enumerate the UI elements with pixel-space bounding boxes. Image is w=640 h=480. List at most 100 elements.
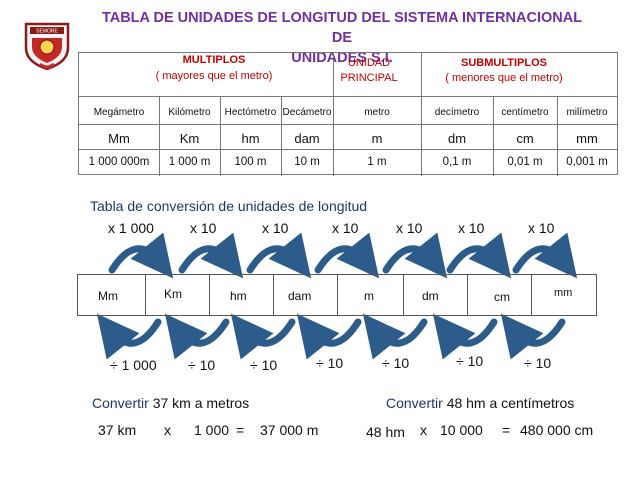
unit-symbol: mm <box>576 131 598 146</box>
multiplos-label: MULTIPLOS <box>182 54 246 66</box>
divide-arrow-icon <box>164 313 230 360</box>
unit-name: Decámetro <box>282 107 332 118</box>
divide-factor: ÷ 10 <box>456 353 484 369</box>
convert-word: Convertir <box>92 395 149 411</box>
divide-factor: ÷ 10 <box>188 357 216 373</box>
unit-symbol: hm <box>241 131 260 146</box>
example-2-prompt: Convertir 48 hm a centímetros <box>386 395 574 411</box>
unit-value: 10 m <box>294 156 320 168</box>
unit-value: 0,001 m <box>566 156 608 168</box>
principal-line-2: PRINCIPAL <box>340 72 398 84</box>
calc-result: 480 000 cm <box>520 422 594 438</box>
multiply-factor: x 10 <box>190 220 217 236</box>
divide-arrow-icon <box>296 313 362 360</box>
submultiplos-sub: ( menores que el metro) <box>445 72 563 84</box>
example-2-text: 48 hm a centímetros <box>446 395 575 411</box>
multiply-arrow-icon <box>314 232 380 279</box>
unit-strip: Mm Km hm dam m dm cm mm <box>77 274 597 316</box>
unit-symbol: m <box>371 131 383 146</box>
units-table: MULTIPLOS ( mayores que el metro) UNIDAD… <box>78 52 618 176</box>
unit-name: centímetro <box>501 107 549 118</box>
divide-factor: ÷ 1 000 <box>110 357 157 373</box>
divide-arrow-icon <box>362 313 428 360</box>
table-divider <box>421 53 422 96</box>
unit-symbol: Km <box>179 131 200 146</box>
calc-equals: = <box>502 422 511 438</box>
table-divider <box>493 96 494 176</box>
multiply-arrow-icon <box>246 232 312 279</box>
table-divider <box>79 124 617 125</box>
strip-unit: m <box>364 289 374 303</box>
strip-cell: dm <box>404 275 468 315</box>
unit-name: metro <box>364 107 390 118</box>
strip-cell: hm <box>210 275 274 315</box>
divide-arrow-icon <box>96 313 162 360</box>
table-divider <box>79 149 617 150</box>
title-line-2: UNIDADES S.I. <box>291 50 393 66</box>
strip-unit: dam <box>288 289 312 303</box>
convert-word: Convertir <box>386 395 443 411</box>
table-divider <box>281 96 282 176</box>
unit-value: 1 m <box>367 156 387 168</box>
multiply-factor: x 10 <box>396 220 423 236</box>
divide-factor: ÷ 10 <box>524 355 552 371</box>
calc-from: 37 km <box>98 422 137 438</box>
unit-symbol: dm <box>447 131 467 146</box>
conversion-title: Tabla de conversión de unidades de longi… <box>90 198 368 214</box>
divide-arrow-icon <box>230 313 296 360</box>
multiply-factor: x 10 <box>458 220 485 236</box>
example-1-prompt: Convertir 37 km a metros <box>92 395 249 411</box>
strip-unit: Km <box>164 287 182 301</box>
table-divider <box>421 96 422 176</box>
unit-value: 0,01 m <box>507 156 543 168</box>
strip-unit: cm <box>494 290 510 304</box>
multiply-arrow-icon <box>446 232 512 279</box>
calc-factor: 1 000 <box>194 422 230 438</box>
divide-factor: ÷ 10 <box>316 355 344 371</box>
unit-value: 100 m <box>234 156 267 168</box>
multiply-arrow-icon <box>382 232 448 279</box>
calc-operator: x <box>420 422 427 438</box>
table-divider <box>220 96 221 176</box>
title-line-1: TABLA DE UNIDADES DE LONGITUD DEL SISTEM… <box>101 10 583 46</box>
calc-equals: = <box>236 422 245 438</box>
logo-text: SEMORE <box>36 29 58 35</box>
strip-cell: mm <box>532 275 596 315</box>
strip-cell: Mm <box>78 275 146 315</box>
unit-name: Kilómetro <box>168 107 211 118</box>
divide-factor: ÷ 10 <box>250 357 278 373</box>
unit-symbol: cm <box>516 131 534 146</box>
multiply-factor: x 10 <box>528 220 555 236</box>
example-1-text: 37 km a metros <box>152 395 250 411</box>
unit-symbol: Mm <box>108 131 130 146</box>
multiplos-sub: ( mayores que el metro) <box>155 70 273 82</box>
strip-unit: mm <box>554 287 573 299</box>
principal-line-1: UNIDAD <box>347 57 391 69</box>
unit-name: Megámetro <box>93 107 145 118</box>
strip-cell: m <box>338 275 404 315</box>
strip-unit: dm <box>422 289 439 303</box>
divide-arrow-icon <box>500 313 566 360</box>
unit-name: decímetro <box>434 107 480 118</box>
divide-arrow-icon <box>432 313 498 360</box>
table-divider <box>333 96 334 176</box>
page-title: TABLA DE UNIDADES DE LONGITUD DEL SISTEM… <box>92 8 592 68</box>
table-divider <box>557 96 558 176</box>
multiply-arrow-icon <box>178 232 244 279</box>
multiply-arrow-icon <box>108 232 174 279</box>
table-divider <box>333 53 334 96</box>
strip-cell: cm <box>468 275 532 315</box>
unit-value: 1 000 000m <box>88 156 150 168</box>
divide-factor: ÷ 10 <box>382 355 410 371</box>
school-crest-icon: SEMORE <box>24 22 70 71</box>
table-divider <box>79 96 617 97</box>
unit-name: Hectómetro <box>224 107 277 118</box>
strip-unit: Mm <box>98 289 118 303</box>
unit-name: milímetro <box>566 107 608 118</box>
multiply-arrow-icon <box>512 232 578 279</box>
unit-value: 0,1 m <box>442 156 472 168</box>
table-divider <box>159 96 160 176</box>
strip-cell: Km <box>146 275 210 315</box>
multiply-factor: x 1 000 <box>108 220 154 236</box>
